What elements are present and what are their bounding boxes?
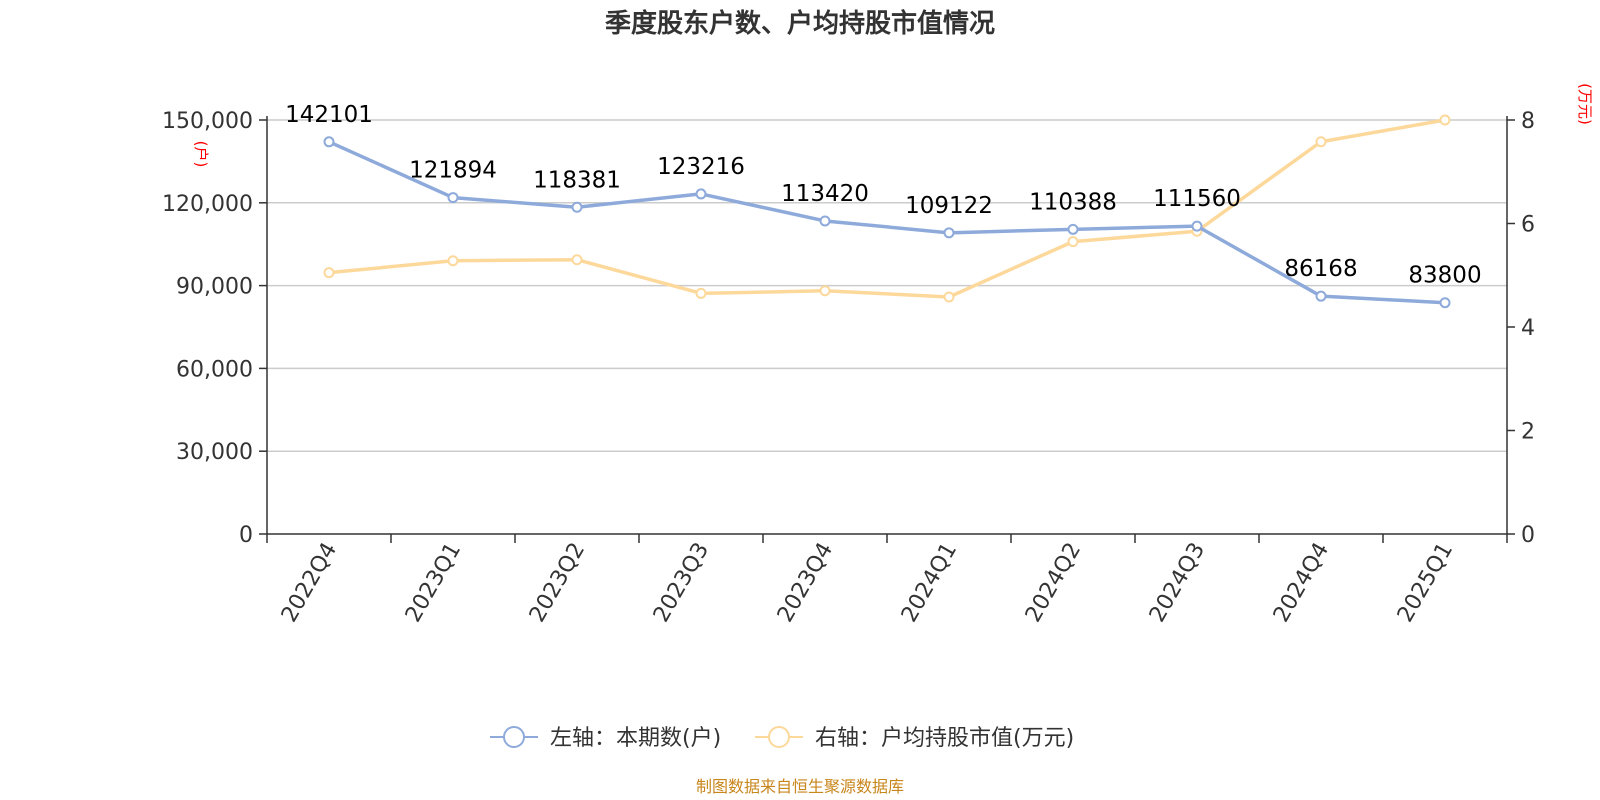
x-tick-label: 2023Q1 <box>401 539 466 627</box>
legend-item-right[interactable]: 右轴：户均持股市值(万元) <box>755 726 1074 751</box>
x-tick-label: 2024Q4 <box>1269 539 1334 627</box>
chart-title: 季度股东户数、户均持股市值情况 <box>605 8 995 39</box>
right-tick-label: 6 <box>1521 213 1535 238</box>
left-tick-label: 150,000 <box>162 109 253 134</box>
left-tick-label: 0 <box>239 523 253 548</box>
data-source: 制图数据来自恒生聚源数据库 <box>696 777 904 796</box>
x-tick-label: 2024Q1 <box>897 539 962 627</box>
series <box>323 114 1451 309</box>
right-axis-unit: (万元) <box>1576 83 1594 125</box>
left-axis-unit: (户) <box>192 141 210 168</box>
left-tick-label: 30,000 <box>176 440 253 465</box>
data-point-right <box>819 285 831 297</box>
data-point-left <box>571 201 583 213</box>
x-tick-label: 2025Q1 <box>1393 539 1458 627</box>
data-point-left <box>819 215 831 227</box>
left-tick-label: 60,000 <box>176 357 253 382</box>
data-label: 113420 <box>781 181 869 207</box>
data-label: 142101 <box>285 102 373 128</box>
data-point-left <box>1439 297 1451 309</box>
data-labels: 142101 121894 118381 123216 113420 109122 1103… <box>285 102 1481 289</box>
data-point-right <box>695 287 707 299</box>
data-point-right <box>323 267 335 279</box>
legend-marker-right <box>768 726 790 748</box>
legend[interactable]: 左轴：本期数(户) 右轴：户均持股市值(万元) <box>490 726 1074 751</box>
data-label: 110388 <box>1029 189 1117 215</box>
right-tick-label: 8 <box>1521 109 1535 134</box>
left-tick-label: 90,000 <box>176 275 253 300</box>
data-point-right <box>571 254 583 266</box>
legend-label-right: 右轴：户均持股市值(万元) <box>815 726 1074 751</box>
data-label: 118381 <box>533 167 621 193</box>
right-tick-label: 2 <box>1521 420 1535 445</box>
data-point-left <box>1315 290 1327 302</box>
series-line-left <box>328 140 1446 305</box>
right-tick-label: 4 <box>1521 316 1535 341</box>
x-tick-label: 2024Q3 <box>1145 539 1210 627</box>
x-tick-label: 2023Q3 <box>649 539 714 627</box>
grid <box>267 119 1507 452</box>
data-point-left <box>943 227 955 239</box>
data-point-right <box>447 255 459 267</box>
data-label: 123216 <box>657 154 745 180</box>
legend-label-left: 左轴：本期数(户) <box>550 726 721 751</box>
data-point-right <box>943 291 955 303</box>
data-point-left <box>1067 223 1079 235</box>
right-tick-label: 0 <box>1521 523 1535 548</box>
legend-marker-left <box>503 726 525 748</box>
data-label: 83800 <box>1408 263 1481 289</box>
data-point-left <box>1191 220 1203 232</box>
x-tick-label: 2024Q2 <box>1021 539 1086 627</box>
series-line-right <box>328 118 1446 299</box>
data-point-left <box>447 192 459 204</box>
left-axis-ticks: 0 30,000 60,000 90,000 120,000 150,000 <box>162 109 267 548</box>
x-tick-label: 2022Q4 <box>277 539 342 627</box>
right-axis-ticks: 0 2 4 6 8 <box>1507 109 1535 548</box>
data-label: 121894 <box>409 158 497 184</box>
data-label: 111560 <box>1153 186 1241 212</box>
data-point-left <box>695 188 707 200</box>
x-tick-label: 2023Q4 <box>773 539 838 627</box>
data-point-left <box>323 136 335 148</box>
data-label: 86168 <box>1284 256 1357 282</box>
data-point-right <box>1067 236 1079 248</box>
x-axis-ticks: 2022Q4 2023Q1 2023Q2 2023Q3 2023Q4 2024Q1 2024… <box>266 534 1508 627</box>
x-tick-label: 2023Q2 <box>525 539 590 627</box>
data-point-right <box>1439 114 1451 126</box>
legend-item-left[interactable]: 左轴：本期数(户) <box>490 726 721 751</box>
data-point-right <box>1315 136 1327 148</box>
left-tick-label: 120,000 <box>162 192 253 217</box>
data-label: 109122 <box>905 193 993 219</box>
